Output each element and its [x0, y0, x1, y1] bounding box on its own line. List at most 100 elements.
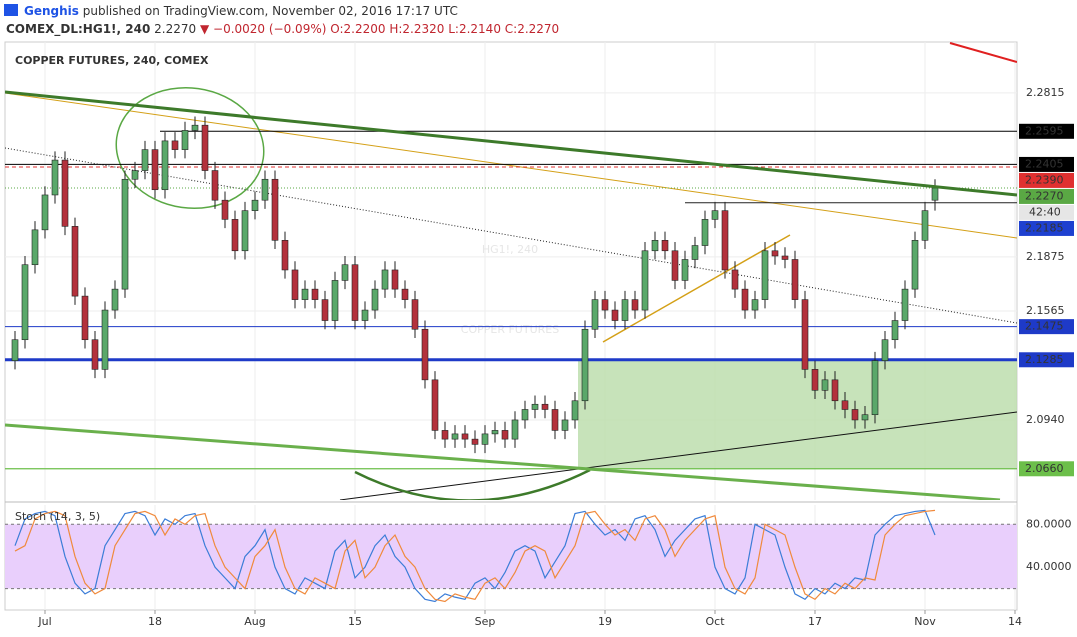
- candle-body: [131, 170, 139, 180]
- x-tick-label: Sep: [475, 615, 496, 628]
- candle-body: [251, 199, 259, 211]
- level-label-box: [1019, 319, 1074, 335]
- candle-body: [821, 379, 829, 391]
- candle-body: [721, 210, 729, 271]
- stoch-line: [14, 509, 936, 603]
- candle-body: [381, 269, 389, 290]
- trend-line: [339, 411, 1017, 500]
- candle-body: [391, 269, 399, 290]
- candle-body: [351, 264, 359, 321]
- y-tick-label: 2.1875: [1026, 250, 1065, 263]
- candle-body: [241, 210, 249, 252]
- candle-body: [51, 159, 59, 196]
- candle-body: [641, 250, 649, 311]
- trend-line: [949, 42, 1017, 63]
- level-label: 2.2390: [1025, 173, 1064, 186]
- candle-body: [681, 259, 689, 281]
- price-pane-under: HG1!, 240 COPPER FUTURES: [5, 42, 1017, 500]
- x-tick-label: 15: [348, 615, 362, 628]
- published: published on TradingView.com, November 0…: [83, 4, 458, 18]
- candle-body: [21, 264, 29, 341]
- candle-body: [331, 280, 339, 321]
- level-label: 2.0660: [1025, 462, 1064, 475]
- price-pane: [5, 116, 1017, 470]
- author-icon: [4, 4, 18, 16]
- level-label: 2.2595: [1025, 124, 1064, 137]
- candle-body: [471, 438, 479, 445]
- candle-body: [581, 328, 589, 402]
- candle-body: [221, 199, 229, 220]
- candle-body: [881, 339, 889, 361]
- candle-body: [861, 414, 869, 421]
- stoch-pane: Stoch (14, 3, 5): [5, 505, 1017, 610]
- candle-body: [771, 250, 779, 257]
- candle-body: [621, 299, 629, 321]
- y-tick-label: 2.1565: [1026, 304, 1065, 317]
- candle-body: [601, 299, 609, 311]
- candle-body: [611, 309, 619, 321]
- x-tick-label: 17: [808, 615, 822, 628]
- x-tick-label: Nov: [914, 615, 936, 628]
- y-tick-label: 40.0000: [1026, 560, 1072, 573]
- candle-body: [201, 124, 209, 171]
- candle-body: [551, 409, 559, 431]
- open: O:2.2200: [330, 22, 385, 36]
- candle-body: [791, 259, 799, 300]
- candle-body: [451, 433, 459, 440]
- candle-body: [261, 178, 269, 201]
- candle-body: [151, 149, 159, 191]
- candle-body: [511, 419, 519, 440]
- x-tick-label: Oct: [705, 615, 725, 628]
- candle-body: [321, 299, 329, 321]
- level-label-box: [1019, 156, 1074, 172]
- candle-body: [491, 430, 499, 435]
- candle-body: [211, 170, 219, 201]
- candle-body: [801, 299, 809, 370]
- y-tick-label: 2.0940: [1026, 413, 1065, 426]
- last-price: 2.2270: [154, 22, 196, 36]
- candle-body: [831, 379, 839, 402]
- candle-body: [401, 288, 409, 300]
- candle-body: [841, 400, 849, 410]
- author: Genghis: [24, 4, 79, 18]
- high: H:2.2320: [389, 22, 444, 36]
- drawings: [5, 42, 1017, 500]
- candle-body: [501, 430, 509, 440]
- candle-body: [731, 269, 739, 290]
- candle-body: [111, 288, 119, 311]
- candle-body: [461, 433, 469, 440]
- candle-body: [481, 433, 489, 445]
- level-label-box: [1019, 352, 1074, 368]
- candle-body: [541, 403, 549, 410]
- candle-body: [411, 299, 419, 330]
- level-label: 2.2405: [1025, 157, 1064, 170]
- countdown-box: [1019, 204, 1074, 220]
- candle-body: [31, 229, 39, 266]
- highlight-circle: [115, 86, 265, 210]
- candle-body: [191, 124, 199, 131]
- candle-body: [711, 210, 719, 220]
- candle-body: [431, 379, 439, 431]
- x-tick-label: 14: [1008, 615, 1022, 628]
- candle-body: [301, 288, 309, 300]
- level-label: 2.2270: [1025, 189, 1064, 202]
- low: L:2.2140: [448, 22, 501, 36]
- candle-body: [761, 250, 769, 300]
- candle-body: [591, 299, 599, 330]
- axes: Jul 18 Aug 15 Sep 19 Oct 17 Nov 14 2.2815 2.1875 2.1…: [15, 54, 1074, 628]
- candle-body: [341, 264, 349, 281]
- candle-body: [91, 339, 99, 370]
- candle-body: [781, 255, 789, 260]
- candle-body: [631, 299, 639, 311]
- candle-body: [101, 309, 109, 370]
- x-tick-label: 19: [598, 615, 612, 628]
- candle-body: [11, 339, 19, 361]
- candle-body: [71, 226, 79, 297]
- candle-body: [921, 210, 929, 241]
- candle-body: [291, 269, 299, 300]
- header-line-1: Genghis published on TradingView.com, No…: [24, 4, 458, 18]
- candle-body: [61, 159, 69, 227]
- candle-body: [851, 409, 859, 421]
- trend-line: [5, 90, 1017, 197]
- countdown: 42:40: [1029, 205, 1061, 218]
